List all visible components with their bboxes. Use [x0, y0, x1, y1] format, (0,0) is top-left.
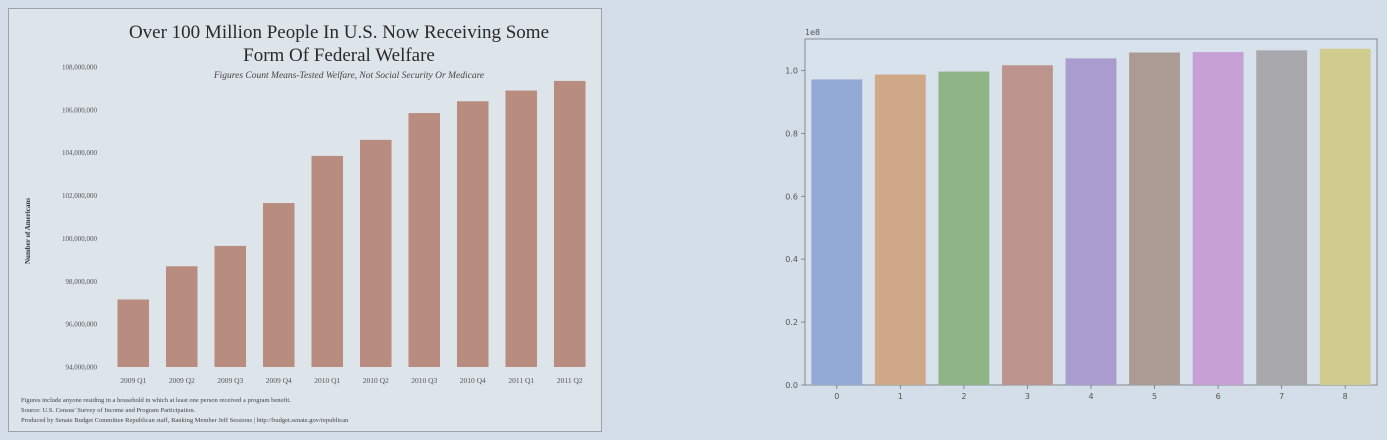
left-bar: [311, 155, 344, 367]
right-bar: [1002, 65, 1053, 386]
right-ytick-label: 1.0: [785, 66, 798, 75]
left-bar: [408, 113, 441, 367]
left-chart-title-line1: Over 100 Million People In U.S. Now Rece…: [128, 22, 550, 43]
left-chart-subtitle: Figures Count Means-Tested Welfare, Not …: [213, 71, 485, 81]
right-bar: [874, 74, 926, 385]
right-bar: [1192, 52, 1244, 385]
left-footnote-source: Source: U.S. Census' Survey of Income an…: [21, 407, 196, 414]
left-bar: [505, 90, 538, 368]
left-footnote-1: Figures include anyone residing in a hou…: [21, 397, 291, 404]
left-ytick-label: 100,000,000: [62, 235, 98, 243]
left-chart-title-line2: Form Of Federal Welfare: [243, 45, 435, 66]
left-bar: [262, 203, 295, 367]
left-footnote-credit: Produced by Senate Budget Committee Repu…: [21, 417, 349, 424]
right-xtick-label: 5: [1152, 392, 1157, 401]
right-offset-label: 1e8: [805, 28, 820, 37]
left-bar: [456, 101, 489, 368]
right-bar: [1129, 52, 1180, 386]
left-ytick-label: 98,000,000: [66, 278, 98, 286]
left-bar: [553, 80, 586, 367]
right-xtick-label: 4: [1088, 392, 1093, 401]
left-xtick-label: 2010 Q1: [314, 376, 340, 385]
left-bar: [214, 245, 247, 367]
left-bar-chart: 94,000,000 96,000,000 98,000,000 100,000,00…: [62, 64, 586, 385]
right-xtick-label: 2: [961, 392, 966, 401]
left-chart-panel: Over 100 Million People In U.S. Now Rece…: [8, 8, 602, 432]
right-xtick-label: 0: [834, 392, 839, 401]
right-ytick-label: 0.6: [785, 192, 798, 201]
right-xtick-label: 7: [1279, 392, 1284, 401]
left-ytick-label: 94,000,000: [66, 364, 98, 372]
right-bar: [1256, 50, 1308, 385]
right-xtick-label: 6: [1216, 392, 1221, 401]
right-bar: [811, 79, 863, 385]
right-xtick-label: 8: [1343, 392, 1348, 401]
left-bar: [165, 266, 198, 367]
left-ytick-label: 104,000,000: [62, 149, 98, 157]
right-bar-chart: 1e8 0.0 0.2 0.4 0.6 0.8 1.0 0 1 2 3 4 5 6 7 8: [785, 28, 1378, 401]
right-xtick-label: 1: [898, 392, 903, 401]
right-bar: [938, 71, 990, 385]
left-bar: [359, 139, 392, 367]
right-xtick-label: 3: [1025, 392, 1030, 401]
left-xtick-label: 2011 Q2: [557, 376, 583, 385]
left-ytick-label: 102,000,000: [62, 192, 98, 200]
left-xtick-label: 2009 Q2: [169, 376, 195, 385]
left-xtick-label: 2009 Q4: [266, 376, 292, 385]
right-bar: [1065, 58, 1117, 386]
right-bar: [1319, 48, 1371, 385]
left-ytick-label: 108,000,000: [62, 64, 98, 72]
right-ytick-label: 0.0: [785, 381, 798, 390]
left-xtick-label: 2011 Q1: [508, 376, 534, 385]
left-xtick-label: 2010 Q3: [411, 376, 437, 385]
left-ytick-label: 106,000,000: [62, 106, 98, 114]
right-ytick-label: 0.2: [785, 318, 798, 327]
right-ytick-label: 0.8: [785, 129, 798, 138]
left-xtick-label: 2010 Q2: [363, 376, 389, 385]
left-xtick-label: 2009 Q1: [120, 376, 146, 385]
left-bar: [117, 299, 150, 367]
right-ytick-label: 0.4: [785, 255, 798, 264]
right-chart-panel: 1e8 0.0 0.2 0.4 0.6 0.8 1.0 0 1 2 3 4 5 6 7 8: [740, 20, 1380, 430]
left-ytick-label: 96,000,000: [66, 321, 98, 329]
left-xtick-label: 2009 Q3: [217, 376, 243, 385]
left-xtick-label: 2010 Q4: [460, 376, 486, 385]
